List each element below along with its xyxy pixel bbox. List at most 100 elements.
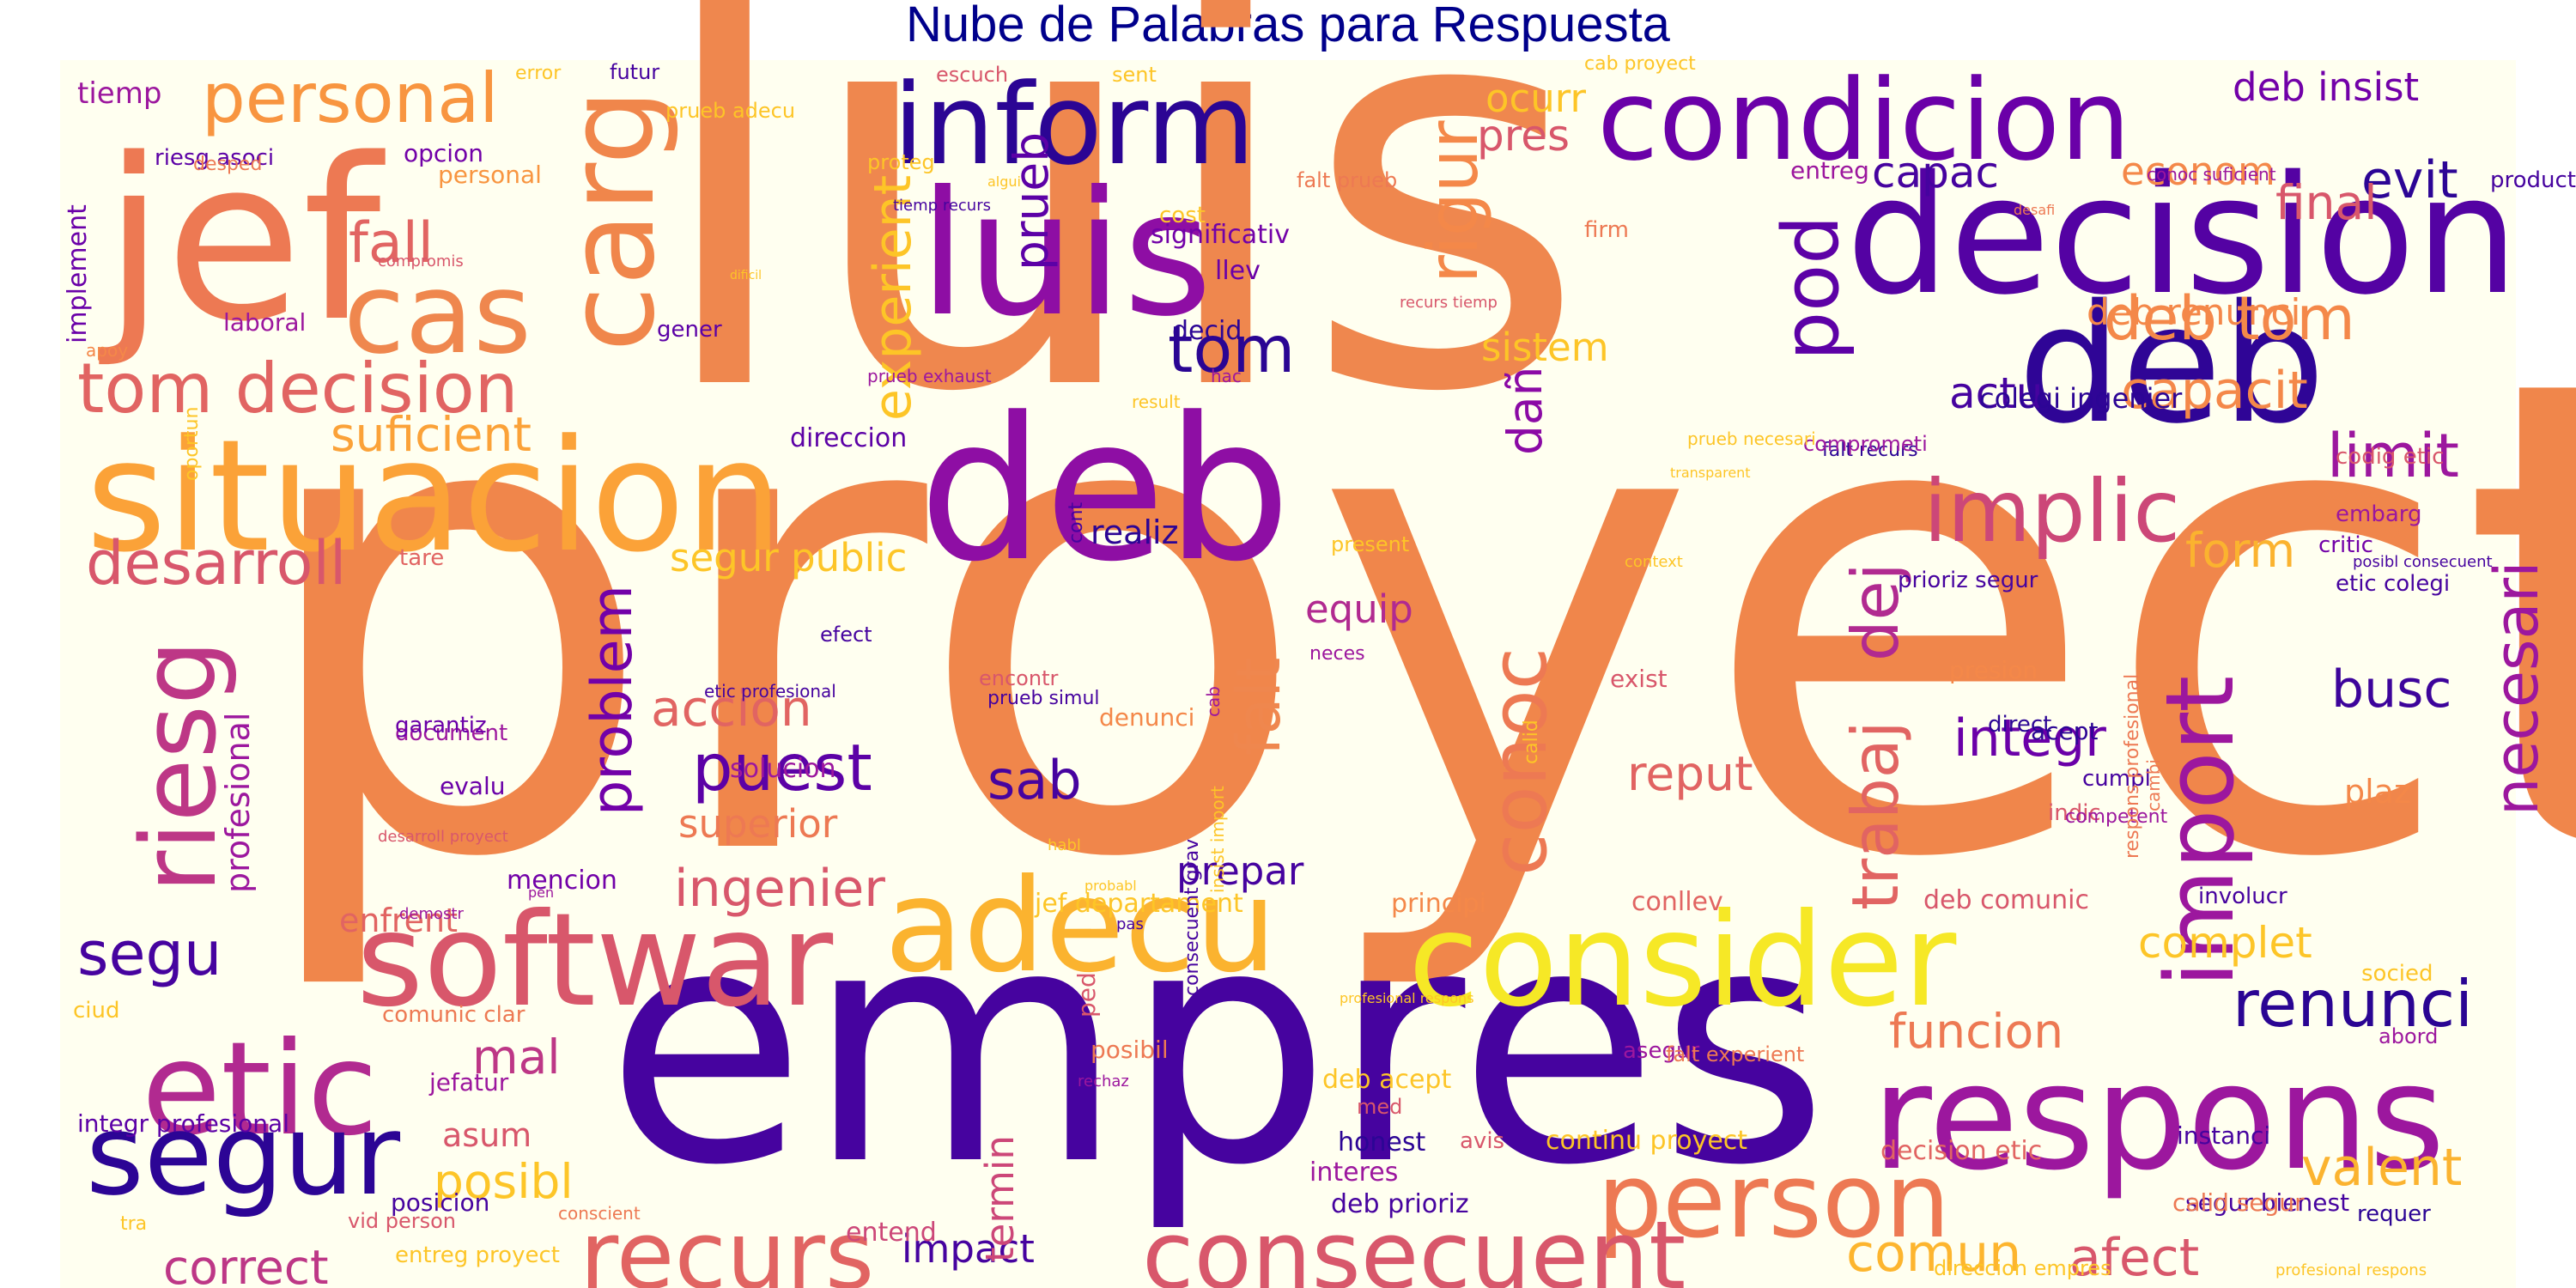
cloud-word: abord — [2379, 1024, 2438, 1048]
cloud-word: efect — [820, 623, 872, 647]
cloud-word: algui — [987, 173, 1021, 190]
cloud-word: equip — [1305, 586, 1413, 632]
cloud-word: cab — [1203, 686, 1224, 717]
cloud-word: insist import — [1207, 786, 1228, 893]
cloud-word: jefatur — [428, 1068, 509, 1097]
cloud-word: encontr — [979, 666, 1058, 690]
cloud-word: condicion — [1597, 55, 2131, 185]
cloud-word: respons profesional — [2122, 674, 2143, 859]
cloud-word: renunci — [2233, 966, 2473, 1042]
cloud-word: posibl — [434, 1154, 574, 1209]
cloud-word: profesional respons — [2275, 1261, 2427, 1279]
cloud-word: involucr — [2198, 884, 2287, 909]
cloud-word: plaz — [2344, 773, 2411, 811]
cloud-word: solucion — [730, 754, 836, 784]
cloud-word: tiemp recurs — [893, 197, 991, 215]
cloud-word: honest — [1338, 1127, 1425, 1157]
cloud-word: falt prueb — [1297, 168, 1397, 192]
cloud-word: conoc — [1474, 647, 1564, 876]
cloud-word: actu — [1949, 368, 2043, 418]
cloud-word: accion — [651, 679, 812, 738]
cloud-word: adecu — [884, 852, 1277, 1001]
cloud-word: deb comunic — [1923, 885, 2089, 915]
cloud-word: dej — [1838, 562, 1913, 661]
cloud-word: deb tom — [2104, 283, 2355, 354]
cloud-word: segu — [77, 919, 222, 989]
cloud-word: calid — [1521, 720, 1542, 764]
cloud-word: import — [2145, 676, 2255, 987]
cloud-word: implement — [63, 204, 93, 343]
cloud-word: desarroll — [86, 528, 346, 598]
cloud-word: prioriz segur — [1898, 568, 2038, 593]
cloud-word: ingenier — [674, 859, 885, 919]
cloud-word: problem — [580, 585, 645, 816]
cloud-word: fall — [349, 211, 434, 276]
cloud-word: tom — [1168, 312, 1295, 387]
cloud-word: decision — [1846, 141, 2518, 331]
cloud-word: entreg — [1790, 156, 1869, 185]
cloud-word: recurs — [580, 1200, 874, 1288]
cloud-word: principi — [1391, 889, 1486, 919]
cloud-word: comunic clar — [382, 1002, 526, 1028]
cloud-word: evalu — [440, 772, 505, 800]
cloud-word: escuch — [936, 63, 1008, 87]
cloud-word: opcion — [404, 139, 483, 167]
cloud-word: competent — [2065, 806, 2168, 828]
cloud-word: continu proyect — [1546, 1126, 1747, 1156]
cloud-word: busc — [2331, 659, 2451, 720]
cloud-word: deb prioriz — [1331, 1189, 1469, 1219]
cloud-word: puest — [692, 730, 872, 805]
cloud-title: Nube de Palabras para Respuesta — [906, 0, 1670, 52]
cloud-word: tra — [120, 1213, 147, 1235]
cloud-word: funcion — [1889, 1004, 2063, 1059]
cloud-word: prueb exhaust — [867, 366, 992, 386]
cloud-word: requer — [2357, 1201, 2431, 1227]
cloud-word: denunci — [1099, 703, 1194, 732]
cloud-word: ciud — [73, 998, 120, 1024]
cloud-word: exist — [1610, 665, 1668, 693]
cloud-word: luis — [648, 0, 1589, 512]
cloud-word: deb acept — [1322, 1065, 1451, 1095]
cloud-word: correct — [163, 1240, 329, 1288]
cloud-word: acept — [2031, 717, 2099, 745]
cloud-word: limit — [2327, 421, 2459, 491]
cloud-background — [60, 60, 2516, 1288]
cloud-word: prueb necesari — [1687, 428, 1816, 449]
cloud-word: tiemp — [77, 76, 161, 111]
cloud-word: integr — [1953, 708, 2106, 769]
cloud-word: result — [1132, 392, 1181, 412]
cloud-word: habl — [1048, 836, 1081, 854]
cloud-word: avis — [1460, 1128, 1504, 1154]
cloud-word: prueb simul — [987, 688, 1100, 709]
cloud-word: riesg — [120, 640, 240, 893]
cloud-word: consecuent grav — [1182, 839, 1203, 996]
cloud-word: complet — [2138, 918, 2312, 968]
cloud-word: falt experient — [1666, 1042, 1804, 1066]
cloud-word: form — [2185, 523, 2295, 578]
cloud-word: interes — [1309, 1157, 1398, 1188]
cloud-word: garantiz — [395, 713, 487, 738]
cloud-word: direct — [1988, 712, 2051, 738]
cloud-word: indic — [2048, 800, 2101, 826]
cloud-word: decision etic — [1880, 1136, 2042, 1166]
cloud-word: llev — [1215, 256, 1261, 286]
cloud-word: deb — [2018, 270, 2325, 459]
cloud-word: desarroll proyect — [378, 828, 508, 846]
cloud-word: recurs tiemp — [1400, 294, 1498, 312]
cloud-word: consecuent — [1142, 1200, 1686, 1288]
cloud-word: dañ — [1498, 367, 1552, 455]
cloud-word: dificil — [730, 269, 762, 283]
cloud-word: present — [1331, 532, 1409, 556]
cloud-word: personal — [438, 161, 542, 189]
cloud-word: desafi — [2014, 202, 2055, 218]
cloud-word: situacion — [86, 407, 783, 586]
cloud-word: realiz — [1091, 513, 1179, 551]
cloud-word: carg — [542, 88, 682, 352]
cloud-word: sab — [987, 749, 1082, 811]
cloud-word: conllev — [1631, 887, 1723, 917]
cloud-word: calid segur — [2172, 1188, 2305, 1217]
cloud-word: implic — [1923, 461, 2180, 562]
cloud-word: neces — [1309, 643, 1365, 665]
cloud-word: decid — [1172, 316, 1242, 346]
cloud-word: direccion — [790, 423, 907, 453]
